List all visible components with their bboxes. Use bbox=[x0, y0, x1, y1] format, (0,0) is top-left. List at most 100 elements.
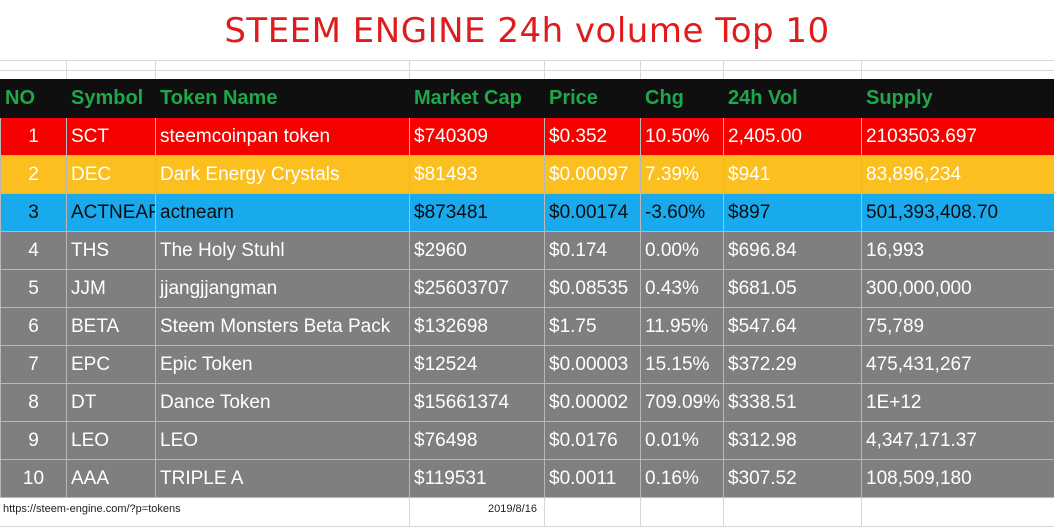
cell-symbol[interactable]: SCT bbox=[66, 117, 156, 156]
cell-symbol[interactable]: BETA bbox=[66, 307, 156, 346]
cell-supply[interactable]: 501,393,408.70 bbox=[861, 193, 1054, 232]
cell-supply[interactable]: 300,000,000 bbox=[861, 269, 1054, 308]
cell-no[interactable]: 6 bbox=[0, 307, 67, 346]
cell-token-name[interactable]: Steem Monsters Beta Pack bbox=[155, 307, 410, 346]
cell-symbol[interactable]: LEO bbox=[66, 421, 156, 460]
cell-24h-vol[interactable]: 2,405.00 bbox=[723, 117, 862, 156]
cell-24h-vol[interactable]: $897 bbox=[723, 193, 862, 232]
cell-no[interactable]: 10 bbox=[0, 459, 67, 498]
cell-supply[interactable]: 108,509,180 bbox=[861, 459, 1054, 498]
cell-price[interactable]: $0.0176 bbox=[544, 421, 641, 460]
col-header-symbol[interactable]: Symbol bbox=[66, 79, 156, 118]
col-header-price[interactable]: Price bbox=[544, 79, 641, 118]
cell-token-name[interactable]: The Holy Stuhl bbox=[155, 231, 410, 270]
cell-24h-vol[interactable]: $941 bbox=[723, 155, 862, 194]
cell-supply[interactable]: 4,347,171.37 bbox=[861, 421, 1054, 460]
cell-token-name[interactable]: Dark Energy Crystals bbox=[155, 155, 410, 194]
cell-market-cap[interactable]: $12524 bbox=[409, 345, 545, 384]
cell-market-cap[interactable]: $25603707 bbox=[409, 269, 545, 308]
cell-symbol[interactable]: THS bbox=[66, 231, 156, 270]
cell-no[interactable]: 2 bbox=[0, 155, 67, 194]
cell-no[interactable]: 8 bbox=[0, 383, 67, 422]
cell-market-cap[interactable]: $873481 bbox=[409, 193, 545, 232]
cell-symbol[interactable]: DEC bbox=[66, 155, 156, 194]
cell-24h-vol[interactable]: $696.84 bbox=[723, 231, 862, 270]
table-row: 10 AAA TRIPLE A $119531 $0.0011 0.16% $307.52 1… bbox=[0, 459, 1054, 498]
cell-price[interactable]: $0.00003 bbox=[544, 345, 641, 384]
cell-price[interactable]: $0.00097 bbox=[544, 155, 641, 194]
cell-token-name[interactable]: steemcoinpan token bbox=[155, 117, 410, 156]
header-row: NO Symbol Token Name Market Cap Price Ch… bbox=[0, 79, 1054, 118]
cell-symbol[interactable]: AAA bbox=[66, 459, 156, 498]
col-header-supply[interactable]: Supply bbox=[861, 79, 1054, 118]
cell-token-name[interactable]: jjangjjangman bbox=[155, 269, 410, 308]
cell-symbol[interactable]: JJM bbox=[66, 269, 156, 308]
table-row: 8 DT Dance Token $15661374 $0.00002 709.09% $3… bbox=[0, 383, 1054, 422]
source-url[interactable]: https://steem-engine.com/?p=tokens bbox=[3, 503, 181, 515]
date-cell[interactable]: 2019/8/16 bbox=[488, 503, 537, 515]
cell-supply[interactable]: 75,789 bbox=[861, 307, 1054, 346]
cell-24h-vol[interactable]: $681.05 bbox=[723, 269, 862, 308]
cell-no[interactable]: 7 bbox=[0, 345, 67, 384]
cell-chg[interactable]: -3.60% bbox=[640, 193, 724, 232]
cell-chg[interactable]: 0.16% bbox=[640, 459, 724, 498]
cell-chg[interactable]: 7.39% bbox=[640, 155, 724, 194]
cell-chg[interactable]: 0.43% bbox=[640, 269, 724, 308]
cell-market-cap[interactable]: $740309 bbox=[409, 117, 545, 156]
table-row: 3 ACTNEAR actnearn $873481 $0.00174 -3.60% $89… bbox=[0, 193, 1054, 232]
cell-price[interactable]: $0.08535 bbox=[544, 269, 641, 308]
cell-market-cap[interactable]: $2960 bbox=[409, 231, 545, 270]
cell-24h-vol[interactable]: $338.51 bbox=[723, 383, 862, 422]
table-row: 7 EPC Epic Token $12524 $0.00003 15.15% $372.2… bbox=[0, 345, 1054, 384]
cell-price[interactable]: $0.00002 bbox=[544, 383, 641, 422]
cell-no[interactable]: 3 bbox=[0, 193, 67, 232]
cell-token-name[interactable]: actnearn bbox=[155, 193, 410, 232]
cell-token-name[interactable]: Epic Token bbox=[155, 345, 410, 384]
cell-24h-vol[interactable]: $547.64 bbox=[723, 307, 862, 346]
cell-supply[interactable]: 2103503.697 bbox=[861, 117, 1054, 156]
cell-token-name[interactable]: TRIPLE A bbox=[155, 459, 410, 498]
table-row: 5 JJM jjangjjangman $25603707 $0.08535 0.43% $… bbox=[0, 269, 1054, 308]
cell-24h-vol[interactable]: $312.98 bbox=[723, 421, 862, 460]
cell-symbol[interactable]: DT bbox=[66, 383, 156, 422]
table-row: 4 THS The Holy Stuhl $2960 $0.174 0.00% $696.8… bbox=[0, 231, 1054, 270]
table-row: 9 LEO LEO $76498 $0.0176 0.01% $312.98 4,347,17… bbox=[0, 421, 1054, 460]
cell-no[interactable]: 4 bbox=[0, 231, 67, 270]
cell-no[interactable]: 5 bbox=[0, 269, 67, 308]
cell-price[interactable]: $0.00174 bbox=[544, 193, 641, 232]
cell-chg[interactable]: 0.01% bbox=[640, 421, 724, 460]
cell-24h-vol[interactable]: $307.52 bbox=[723, 459, 862, 498]
cell-market-cap[interactable]: $119531 bbox=[409, 459, 545, 498]
col-header-market-cap[interactable]: Market Cap bbox=[409, 79, 545, 118]
col-header-no[interactable]: NO bbox=[0, 79, 67, 118]
cell-supply[interactable]: 1E+12 bbox=[861, 383, 1054, 422]
cell-chg[interactable]: 10.50% bbox=[640, 117, 724, 156]
cell-supply[interactable]: 16,993 bbox=[861, 231, 1054, 270]
table-row: 2 DEC Dark Energy Crystals $81493 $0.00097 7.… bbox=[0, 155, 1054, 194]
table-row: 1 SCT steemcoinpan token $740309 $0.352 10.50… bbox=[0, 117, 1054, 156]
cell-market-cap[interactable]: $76498 bbox=[409, 421, 545, 460]
cell-price[interactable]: $0.0011 bbox=[544, 459, 641, 498]
cell-symbol[interactable]: ACTNEAR bbox=[66, 193, 156, 232]
cell-supply[interactable]: 83,896,234 bbox=[861, 155, 1054, 194]
cell-chg[interactable]: 0.00% bbox=[640, 231, 724, 270]
cell-no[interactable]: 9 bbox=[0, 421, 67, 460]
cell-chg[interactable]: 709.09% bbox=[640, 383, 724, 422]
cell-market-cap[interactable]: $81493 bbox=[409, 155, 545, 194]
cell-price[interactable]: $1.75 bbox=[544, 307, 641, 346]
col-header-token-name[interactable]: Token Name bbox=[155, 79, 410, 118]
col-header-chg[interactable]: Chg bbox=[640, 79, 724, 118]
cell-price[interactable]: $0.174 bbox=[544, 231, 641, 270]
cell-24h-vol[interactable]: $372.29 bbox=[723, 345, 862, 384]
cell-market-cap[interactable]: $15661374 bbox=[409, 383, 545, 422]
cell-no[interactable]: 1 bbox=[0, 117, 67, 156]
col-header-24h-vol[interactable]: 24h Vol bbox=[723, 79, 862, 118]
cell-price[interactable]: $0.352 bbox=[544, 117, 641, 156]
cell-token-name[interactable]: Dance Token bbox=[155, 383, 410, 422]
cell-market-cap[interactable]: $132698 bbox=[409, 307, 545, 346]
cell-supply[interactable]: 475,431,267 bbox=[861, 345, 1054, 384]
cell-symbol[interactable]: EPC bbox=[66, 345, 156, 384]
cell-token-name[interactable]: LEO bbox=[155, 421, 410, 460]
cell-chg[interactable]: 15.15% bbox=[640, 345, 724, 384]
cell-chg[interactable]: 11.95% bbox=[640, 307, 724, 346]
